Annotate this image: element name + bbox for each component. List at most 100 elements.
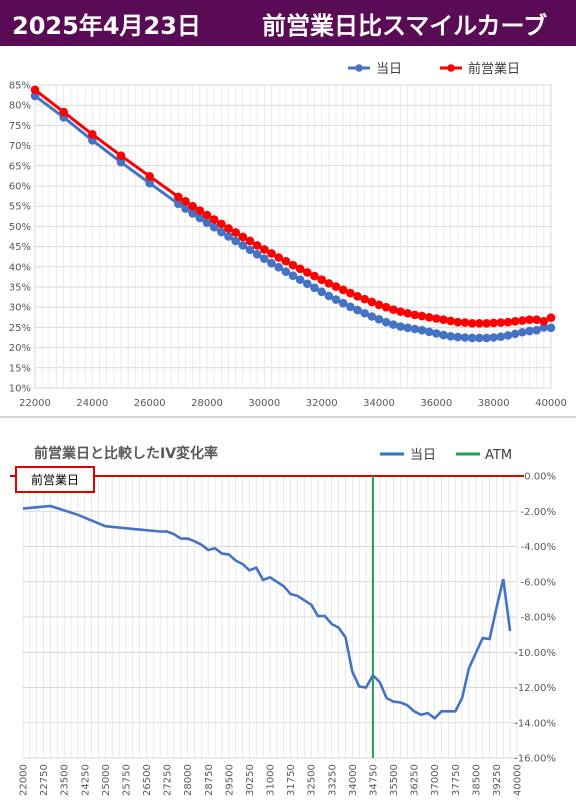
y-tick-label: 10% [9, 384, 31, 395]
data-point [381, 317, 391, 327]
data-point [525, 326, 534, 336]
data-point [295, 264, 305, 274]
data-point [274, 262, 283, 272]
data-point [518, 316, 527, 325]
legend-marker [355, 64, 363, 72]
data-point [317, 275, 326, 285]
data-point [252, 241, 262, 250]
x-tick-label: 40000 [513, 764, 524, 796]
data-point [331, 282, 341, 291]
data-point [446, 316, 455, 326]
data-point [267, 258, 276, 268]
data-point [503, 331, 513, 340]
data-point [453, 317, 463, 327]
header-bar: 2025年4月23日 前営業日比スマイルカーブ [0, 0, 576, 46]
data-point [410, 324, 420, 334]
data-point [88, 129, 97, 139]
data-point [303, 268, 312, 277]
data-point [453, 332, 463, 342]
data-point [374, 315, 384, 324]
data-point [281, 256, 291, 266]
data-point [245, 245, 255, 255]
data-point [439, 330, 448, 340]
data-point [288, 260, 298, 270]
data-point [424, 313, 434, 322]
data-point [195, 206, 205, 215]
x-tick-label: 32500 [307, 764, 318, 796]
y-tick-label: 15% [9, 363, 31, 374]
data-point [496, 318, 506, 327]
data-point [546, 323, 556, 333]
data-point [188, 209, 197, 218]
y-tick-label: -16.00% [514, 754, 556, 765]
y-tick-label: 40% [9, 262, 31, 273]
data-point [532, 325, 541, 335]
y-tick-label: 80% [9, 101, 31, 112]
data-point [174, 192, 183, 202]
x-tick-label: 26500 [142, 764, 153, 796]
y-tick-label: -12.00% [514, 683, 556, 694]
data-point [202, 218, 212, 228]
x-tick-label: 22000 [19, 764, 30, 796]
legend-label: 当日 [376, 62, 402, 77]
y-tick-label: 75% [9, 121, 31, 132]
x-tick-label: 28750 [204, 764, 215, 796]
panel-divider [0, 416, 576, 418]
data-point [224, 232, 233, 241]
x-tick-label: 36250 [410, 764, 421, 796]
data-point [353, 291, 362, 301]
smile-curve-panel: 10% 15% 20% 25% 30% 35% 40% 45% 50% 55% 60% 65% 70% 7… [0, 46, 576, 416]
data-point [389, 305, 398, 314]
data-point [30, 85, 40, 95]
data-point [439, 315, 448, 325]
data-point [245, 236, 255, 246]
y-tick-label: 30% [9, 303, 31, 314]
x-tick-label: 34750 [368, 764, 379, 796]
x-tick-label: 23500 [60, 764, 71, 796]
iv-change-line [22, 504, 512, 721]
y-tick-label: 55% [9, 202, 31, 213]
y-tick-label: 85% [9, 81, 31, 92]
x-tick-label: 38000 [478, 398, 510, 409]
legend-label-atm: ATM [485, 448, 512, 463]
data-point [338, 298, 348, 308]
data-point [281, 267, 291, 276]
data-point [503, 317, 513, 327]
chart-title: 前営業日と比較したIV変化率 [34, 445, 218, 462]
data-point [195, 213, 205, 223]
x-tick-label: 28000 [183, 764, 194, 796]
data-point [209, 222, 219, 232]
y-tick-label: 35% [9, 283, 31, 294]
x-tick-label: 27250 [163, 764, 174, 796]
x-tick-label: 35500 [389, 764, 400, 796]
reference-label: 前営業日 [31, 472, 79, 487]
y-tick-label: -2.00% [521, 507, 556, 518]
x-tick-label: 31000 [266, 764, 277, 796]
legend-label: 前営業日 [468, 61, 520, 77]
data-point [389, 320, 398, 329]
data-point [217, 227, 226, 237]
data-point [396, 307, 405, 316]
legend-label-current: 当日 [410, 448, 436, 463]
y-tick-label: 25% [9, 323, 31, 334]
data-point [260, 245, 269, 254]
data-point [324, 279, 334, 288]
data-point [360, 308, 369, 318]
data-point [417, 311, 427, 321]
data-point [374, 300, 384, 310]
data-point [424, 327, 434, 337]
x-tick-label: 24000 [76, 398, 108, 409]
data-point [460, 333, 470, 342]
data-point [59, 107, 68, 117]
data-point [188, 201, 197, 211]
report-title: 前営業日比スマイルカーブ [262, 12, 548, 40]
x-tick-label: 25750 [121, 764, 132, 796]
data-point [417, 325, 427, 335]
data-point [303, 279, 312, 289]
x-tick-label: 25000 [101, 764, 112, 796]
data-point [360, 294, 369, 304]
data-point [482, 319, 491, 328]
data-point [217, 219, 226, 229]
data-point [367, 297, 377, 307]
data-point [482, 333, 491, 343]
